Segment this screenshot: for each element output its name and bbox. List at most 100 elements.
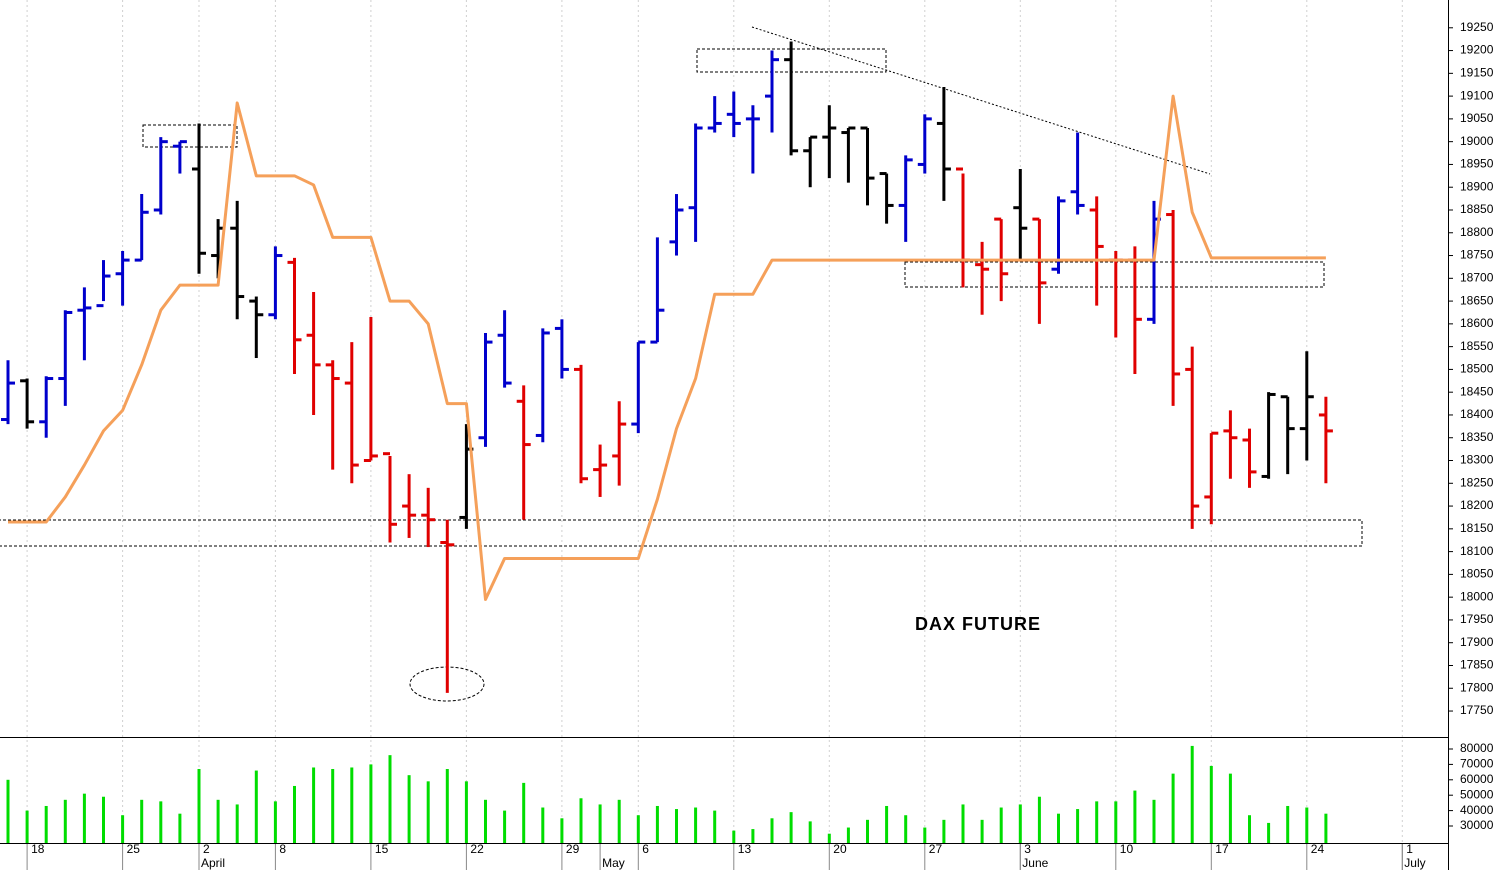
y-tick-label: 40000 [1460, 803, 1494, 817]
x-tick-label: 25 [127, 842, 141, 856]
y-tick-label: 18700 [1460, 270, 1494, 284]
volume-bar [1209, 765, 1213, 843]
volume-bar [121, 815, 125, 843]
ohlc-bar [249, 296, 264, 359]
volume-bar [522, 782, 526, 843]
y-tick-label: 60000 [1460, 772, 1494, 786]
ohlc-bar [115, 250, 130, 306]
indicator-line [8, 94, 1326, 601]
volume-bar [655, 805, 659, 843]
volume-bar [999, 807, 1003, 843]
ohlc-bar [1108, 250, 1123, 338]
x-tick-label: 15 [375, 842, 389, 856]
volume-bar [923, 827, 927, 843]
ohlc-bar [574, 364, 588, 484]
y-tick-label: 18900 [1460, 179, 1494, 193]
ohlc-bar [58, 310, 73, 406]
ohlc-bar [1032, 217, 1047, 324]
y-tick-label: 17800 [1460, 680, 1494, 694]
y-tick-label: 17900 [1460, 635, 1494, 649]
y-tick-label: 30000 [1460, 818, 1494, 832]
ohlc-bar [268, 246, 283, 320]
volume-bar [254, 770, 258, 843]
ohlc-bar [1070, 132, 1085, 215]
ohlc-bar [402, 474, 417, 538]
annotation-box [904, 261, 1325, 288]
x-tick-label: 10 [1120, 842, 1134, 856]
y-tick-label: 18000 [1460, 589, 1494, 603]
chart-title: DAX FUTURE [915, 614, 1041, 634]
annotation-box [0, 519, 1363, 547]
ohlc-bar [593, 444, 608, 497]
volume-bar [1324, 813, 1328, 843]
x-tick-label: 27 [929, 842, 943, 856]
ohlc-bar [192, 123, 206, 274]
ohlc-bar [879, 172, 894, 224]
ohlc-bar [612, 401, 627, 486]
volume-bar [484, 799, 487, 843]
volume-bar [216, 799, 220, 843]
ohlc-bar [478, 332, 493, 447]
grid [26, 0, 1403, 870]
ohlc-bar [917, 114, 932, 174]
volume-bar [82, 793, 86, 843]
ohlc-bar [898, 155, 913, 242]
volume-bar [1076, 809, 1080, 843]
ohlc-bar [344, 342, 359, 484]
y-tick-label: 18450 [1460, 384, 1494, 398]
volume-bar [560, 818, 564, 843]
ohlc-bar [1261, 392, 1276, 479]
ohlc-bar [822, 105, 837, 179]
volume-bar [25, 810, 29, 843]
x-tick-label: 29 [566, 842, 580, 856]
volume-bar [732, 830, 736, 843]
volume-bar [713, 810, 717, 843]
volume-bar [1133, 790, 1137, 843]
ohlc-bar [1089, 196, 1104, 306]
y-tick-label: 18650 [1460, 293, 1494, 307]
ohlc-bar [287, 257, 302, 374]
volume-bar [579, 798, 583, 843]
y-tick-label: 18750 [1460, 248, 1494, 262]
y-tick-label: 18950 [1460, 157, 1494, 171]
volume-bar [273, 801, 277, 843]
volume-bar [1267, 822, 1271, 843]
volume-bar [331, 769, 335, 843]
volume-bar [1228, 773, 1232, 843]
x-tick-label: 8 [279, 842, 286, 856]
ohlc-bar [707, 96, 722, 133]
ohlc-bar [1280, 395, 1295, 475]
ohlc-bar [841, 126, 856, 183]
ohlc-bar [784, 41, 799, 156]
ohlc-bar [631, 340, 646, 434]
volume-bar [1095, 801, 1099, 843]
volume-bar [541, 807, 545, 843]
ohlc-bar [39, 376, 54, 438]
volume-bar [980, 819, 984, 843]
volume-bar [751, 829, 755, 843]
volume-bar [1190, 745, 1194, 843]
y-tick-label: 17750 [1460, 703, 1494, 717]
volume-bar [1305, 807, 1309, 843]
x-tick-label: 3 [1024, 842, 1031, 856]
volume-bar [961, 804, 965, 843]
ohlc-bar [1166, 209, 1181, 406]
volume-bar [1018, 804, 1022, 843]
x-tick-label: 20 [833, 842, 847, 856]
volume-bar [808, 821, 812, 843]
volume-bar [789, 812, 793, 843]
volume-bar [369, 764, 373, 843]
ohlc-bar [153, 137, 168, 215]
y-tick-label: 18550 [1460, 339, 1494, 353]
ohlc-bar [1318, 396, 1333, 484]
volume-bar [235, 804, 239, 843]
y-tick-label: 18500 [1460, 362, 1494, 376]
volume-bar [6, 779, 10, 843]
ohlc-bar [1299, 351, 1314, 461]
ohlc-bar [1, 360, 15, 425]
y-tick-label: 18400 [1460, 407, 1494, 421]
ohlc-bar [554, 319, 569, 379]
y-tick-label: 17850 [1460, 658, 1494, 672]
ohlc-bar [745, 105, 760, 174]
ohlc-bar [936, 87, 951, 201]
